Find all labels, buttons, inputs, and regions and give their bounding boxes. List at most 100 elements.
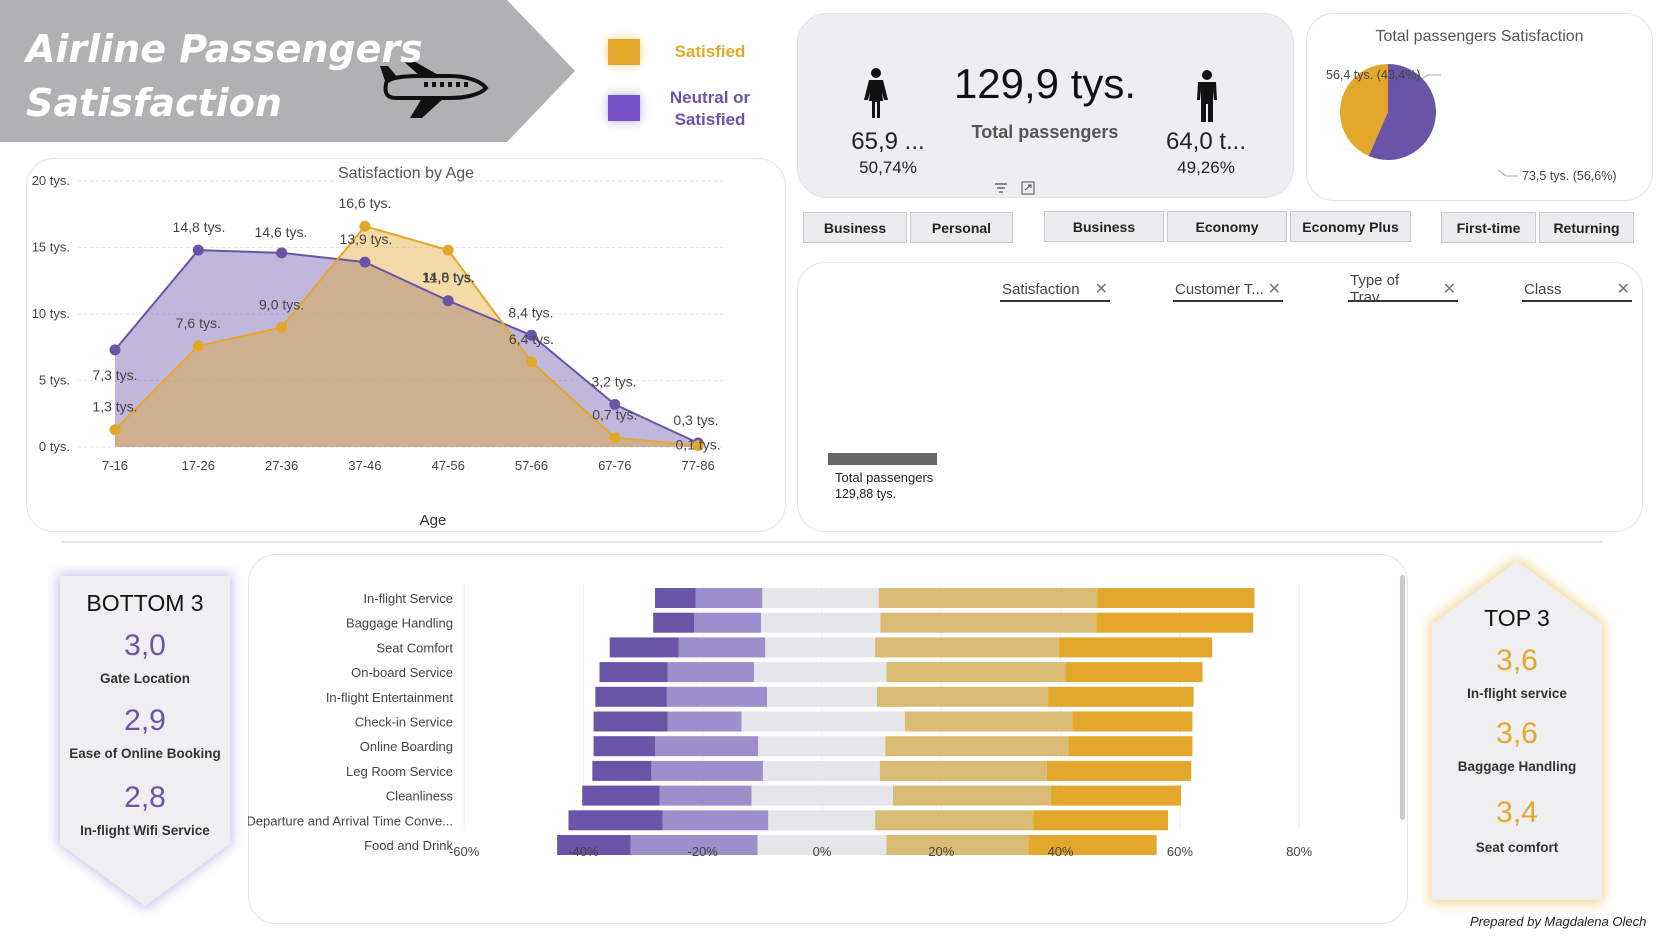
close-icon[interactable]: ✕ — [1267, 281, 1281, 298]
bar-segment[interactable] — [659, 785, 752, 806]
filter-chip-customer-type[interactable]: Customer T... ✕ — [1173, 278, 1283, 302]
bottom3-label-2: Ease of Online Booking — [69, 746, 221, 761]
point-neutral[interactable] — [609, 398, 621, 410]
bar-segment[interactable] — [892, 785, 1052, 806]
bar-segment[interactable] — [695, 588, 763, 608]
filter-chip-class[interactable]: Class ✕ — [1522, 278, 1632, 302]
bar-segment[interactable] — [1033, 810, 1168, 831]
bar-segment[interactable] — [878, 588, 1098, 608]
top3-content: TOP 3 3,6 In-flight service 3,6 Baggage … — [1432, 605, 1602, 855]
bar-segment[interactable] — [762, 760, 880, 781]
bar-segment[interactable] — [654, 736, 759, 757]
bar-segment[interactable] — [667, 662, 754, 683]
scrollbar[interactable] — [1400, 575, 1405, 820]
bar-segment[interactable] — [582, 785, 660, 806]
top3-value-2: 3,6 — [1496, 717, 1538, 750]
bar-segment[interactable] — [1048, 686, 1194, 707]
pie-slice[interactable] — [1368, 64, 1436, 160]
focus-mode-icon[interactable] — [1020, 181, 1036, 195]
filter-chip-type-of-travel[interactable]: Type of Trav... ✕ — [1348, 272, 1458, 306]
slicer-customer-first-time[interactable]: First-time — [1441, 212, 1536, 243]
bar-segment[interactable] — [886, 835, 1029, 855]
data-label-satisfied: 16,6 tys. — [338, 195, 391, 211]
bar-segment[interactable] — [1051, 785, 1182, 806]
slicer-travel-business[interactable]: Business — [803, 212, 907, 243]
bar-segment[interactable] — [599, 662, 668, 683]
point-satisfied[interactable] — [442, 244, 454, 256]
bar-segment[interactable] — [758, 736, 886, 757]
bar-segment[interactable] — [666, 686, 768, 707]
filter-icon[interactable] — [993, 181, 1009, 195]
point-satisfied[interactable] — [526, 356, 537, 368]
point-satisfied[interactable] — [192, 340, 204, 352]
point-satisfied[interactable] — [359, 220, 371, 232]
bar-segment[interactable] — [1058, 637, 1213, 658]
point-satisfied[interactable] — [692, 440, 704, 452]
point-neutral[interactable] — [442, 295, 454, 307]
bar-segment[interactable] — [593, 736, 655, 757]
filter-chip-label: Class — [1524, 280, 1562, 298]
bar-segment[interactable] — [557, 835, 631, 855]
pie-slice[interactable] — [1340, 64, 1388, 156]
bar-segment[interactable] — [753, 662, 887, 683]
bar-segment[interactable] — [1068, 736, 1193, 757]
bar-segment[interactable] — [886, 662, 1066, 683]
bar-segment[interactable] — [653, 612, 695, 633]
bar-segment[interactable] — [651, 760, 763, 781]
bar-segment[interactable] — [1072, 711, 1193, 732]
bar-segment[interactable] — [1028, 835, 1157, 855]
close-icon[interactable]: ✕ — [1094, 281, 1108, 298]
bar-segment[interactable] — [879, 760, 1047, 781]
bar-segment[interactable] — [885, 736, 1069, 757]
close-icon[interactable]: ✕ — [1616, 281, 1630, 298]
bar-segment[interactable] — [765, 637, 876, 658]
bar-segment[interactable] — [593, 711, 668, 732]
bar-segment[interactable] — [568, 810, 663, 831]
bar-segment[interactable] — [654, 588, 696, 608]
filter-chip-satisfaction[interactable]: Satisfaction ✕ — [1000, 278, 1110, 302]
slicer-class-economy-plus[interactable]: Economy Plus — [1290, 211, 1411, 242]
bar-segment[interactable] — [678, 637, 766, 658]
slicer-customer-returning[interactable]: Returning — [1539, 212, 1634, 243]
bar-segment[interactable] — [1097, 588, 1255, 608]
bar-segment[interactable] — [741, 711, 905, 732]
bar-segment[interactable] — [762, 588, 879, 608]
point-neutral[interactable] — [526, 329, 537, 341]
bar-segment[interactable] — [630, 835, 758, 855]
slicer-class-business[interactable]: Business — [1044, 211, 1164, 242]
slicer-class-economy[interactable]: Economy — [1167, 211, 1287, 242]
bar-segment[interactable] — [667, 711, 742, 732]
point-neutral[interactable] — [359, 256, 371, 268]
legend-neutral-swatch — [608, 95, 640, 121]
bar-segment[interactable] — [595, 686, 667, 707]
close-icon[interactable]: ✕ — [1442, 281, 1456, 298]
bar-segment[interactable] — [875, 637, 1059, 658]
area-neutral — [115, 250, 699, 447]
point-satisfied[interactable] — [276, 321, 288, 333]
x-tick-label: -60% — [449, 844, 480, 859]
point-neutral[interactable] — [109, 344, 121, 356]
bar-segment[interactable] — [1046, 760, 1192, 781]
bar-segment[interactable] — [768, 810, 876, 831]
data-label-neutral: 14,8 tys. — [173, 219, 226, 235]
bar-segment[interactable] — [875, 810, 1034, 831]
point-neutral[interactable] — [192, 244, 204, 256]
bar-segment[interactable] — [1065, 662, 1203, 683]
bar-segment[interactable] — [761, 612, 881, 633]
data-label-satisfied: 1,3 tys. — [92, 399, 137, 415]
bar-segment[interactable] — [694, 612, 762, 633]
bar-segment[interactable] — [662, 810, 769, 831]
bar-segment[interactable] — [767, 686, 877, 707]
bar-segment[interactable] — [609, 637, 679, 658]
point-satisfied[interactable] — [609, 432, 621, 444]
bar-segment[interactable] — [757, 835, 887, 855]
bar-segment[interactable] — [592, 760, 652, 781]
slicer-travel-personal[interactable]: Personal — [910, 212, 1013, 243]
point-satisfied[interactable] — [109, 424, 121, 436]
bar-segment[interactable] — [1096, 612, 1254, 633]
bar-segment[interactable] — [751, 785, 893, 806]
bar-segment[interactable] — [904, 711, 1073, 732]
bar-segment[interactable] — [880, 612, 1097, 633]
bar-segment[interactable] — [876, 686, 1049, 707]
point-neutral[interactable] — [276, 247, 288, 259]
